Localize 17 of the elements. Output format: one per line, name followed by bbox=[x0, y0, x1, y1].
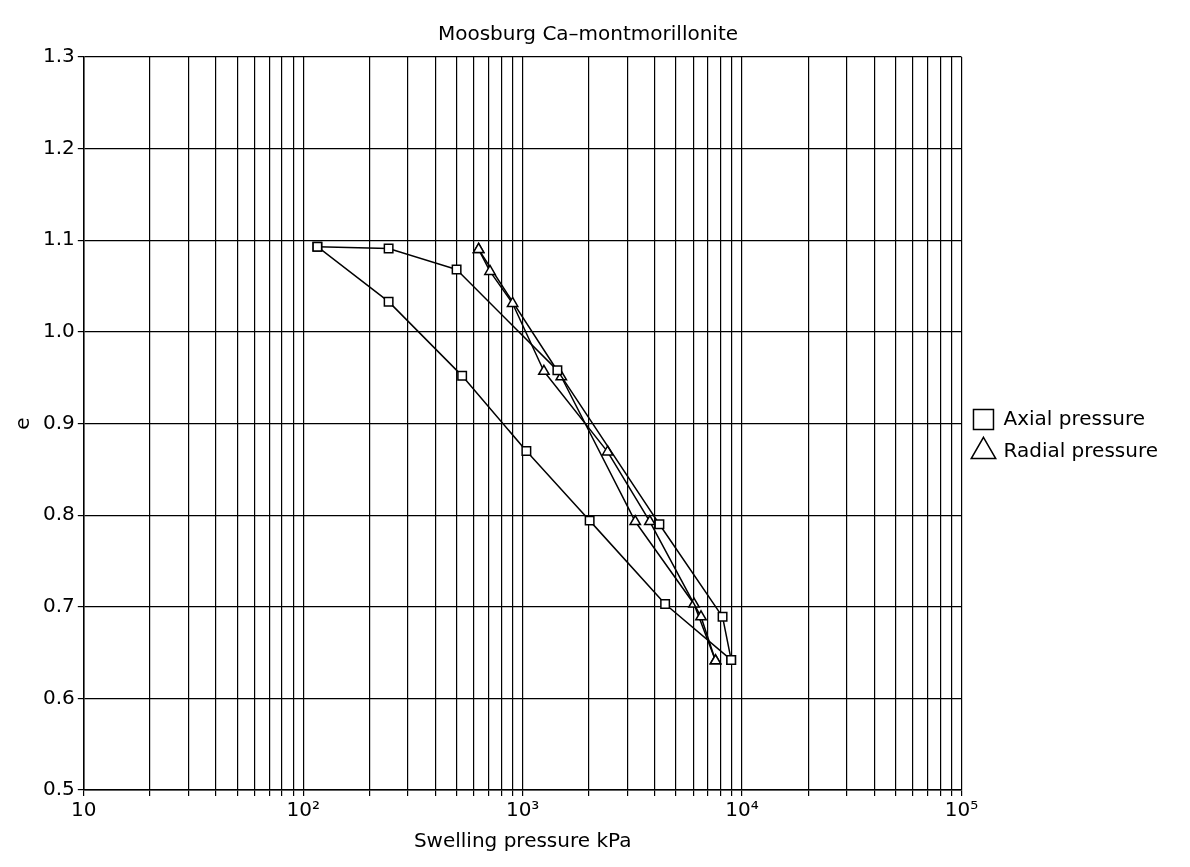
y-tick-label: 0.6 bbox=[42, 684, 75, 709]
x-axis-title: Swelling pressure kPa bbox=[413, 828, 632, 853]
legend-label: Axial pressure bbox=[1003, 405, 1146, 430]
y-tick-label: 0.9 bbox=[42, 409, 75, 434]
x-tick-label: 10⁴ bbox=[725, 797, 759, 822]
x-tick-label: 10³ bbox=[505, 797, 540, 822]
x-tick-label: 10⁵ bbox=[944, 797, 979, 822]
x-tick-label: 10² bbox=[286, 797, 320, 822]
y-tick-label: 0.7 bbox=[42, 592, 75, 617]
y-tick-label: 1.3 bbox=[42, 43, 75, 68]
y-axis-title: e bbox=[10, 417, 35, 430]
chart-title: Moosburg Ca–montmorillonite bbox=[437, 21, 739, 46]
y-tick-label: 0.8 bbox=[42, 501, 75, 526]
y-tick-label: 1.1 bbox=[42, 226, 75, 251]
y-tick-label: 1.2 bbox=[42, 134, 75, 159]
y-tick-label: 1.0 bbox=[42, 318, 75, 343]
legend-label: Radial pressure bbox=[1003, 437, 1159, 462]
